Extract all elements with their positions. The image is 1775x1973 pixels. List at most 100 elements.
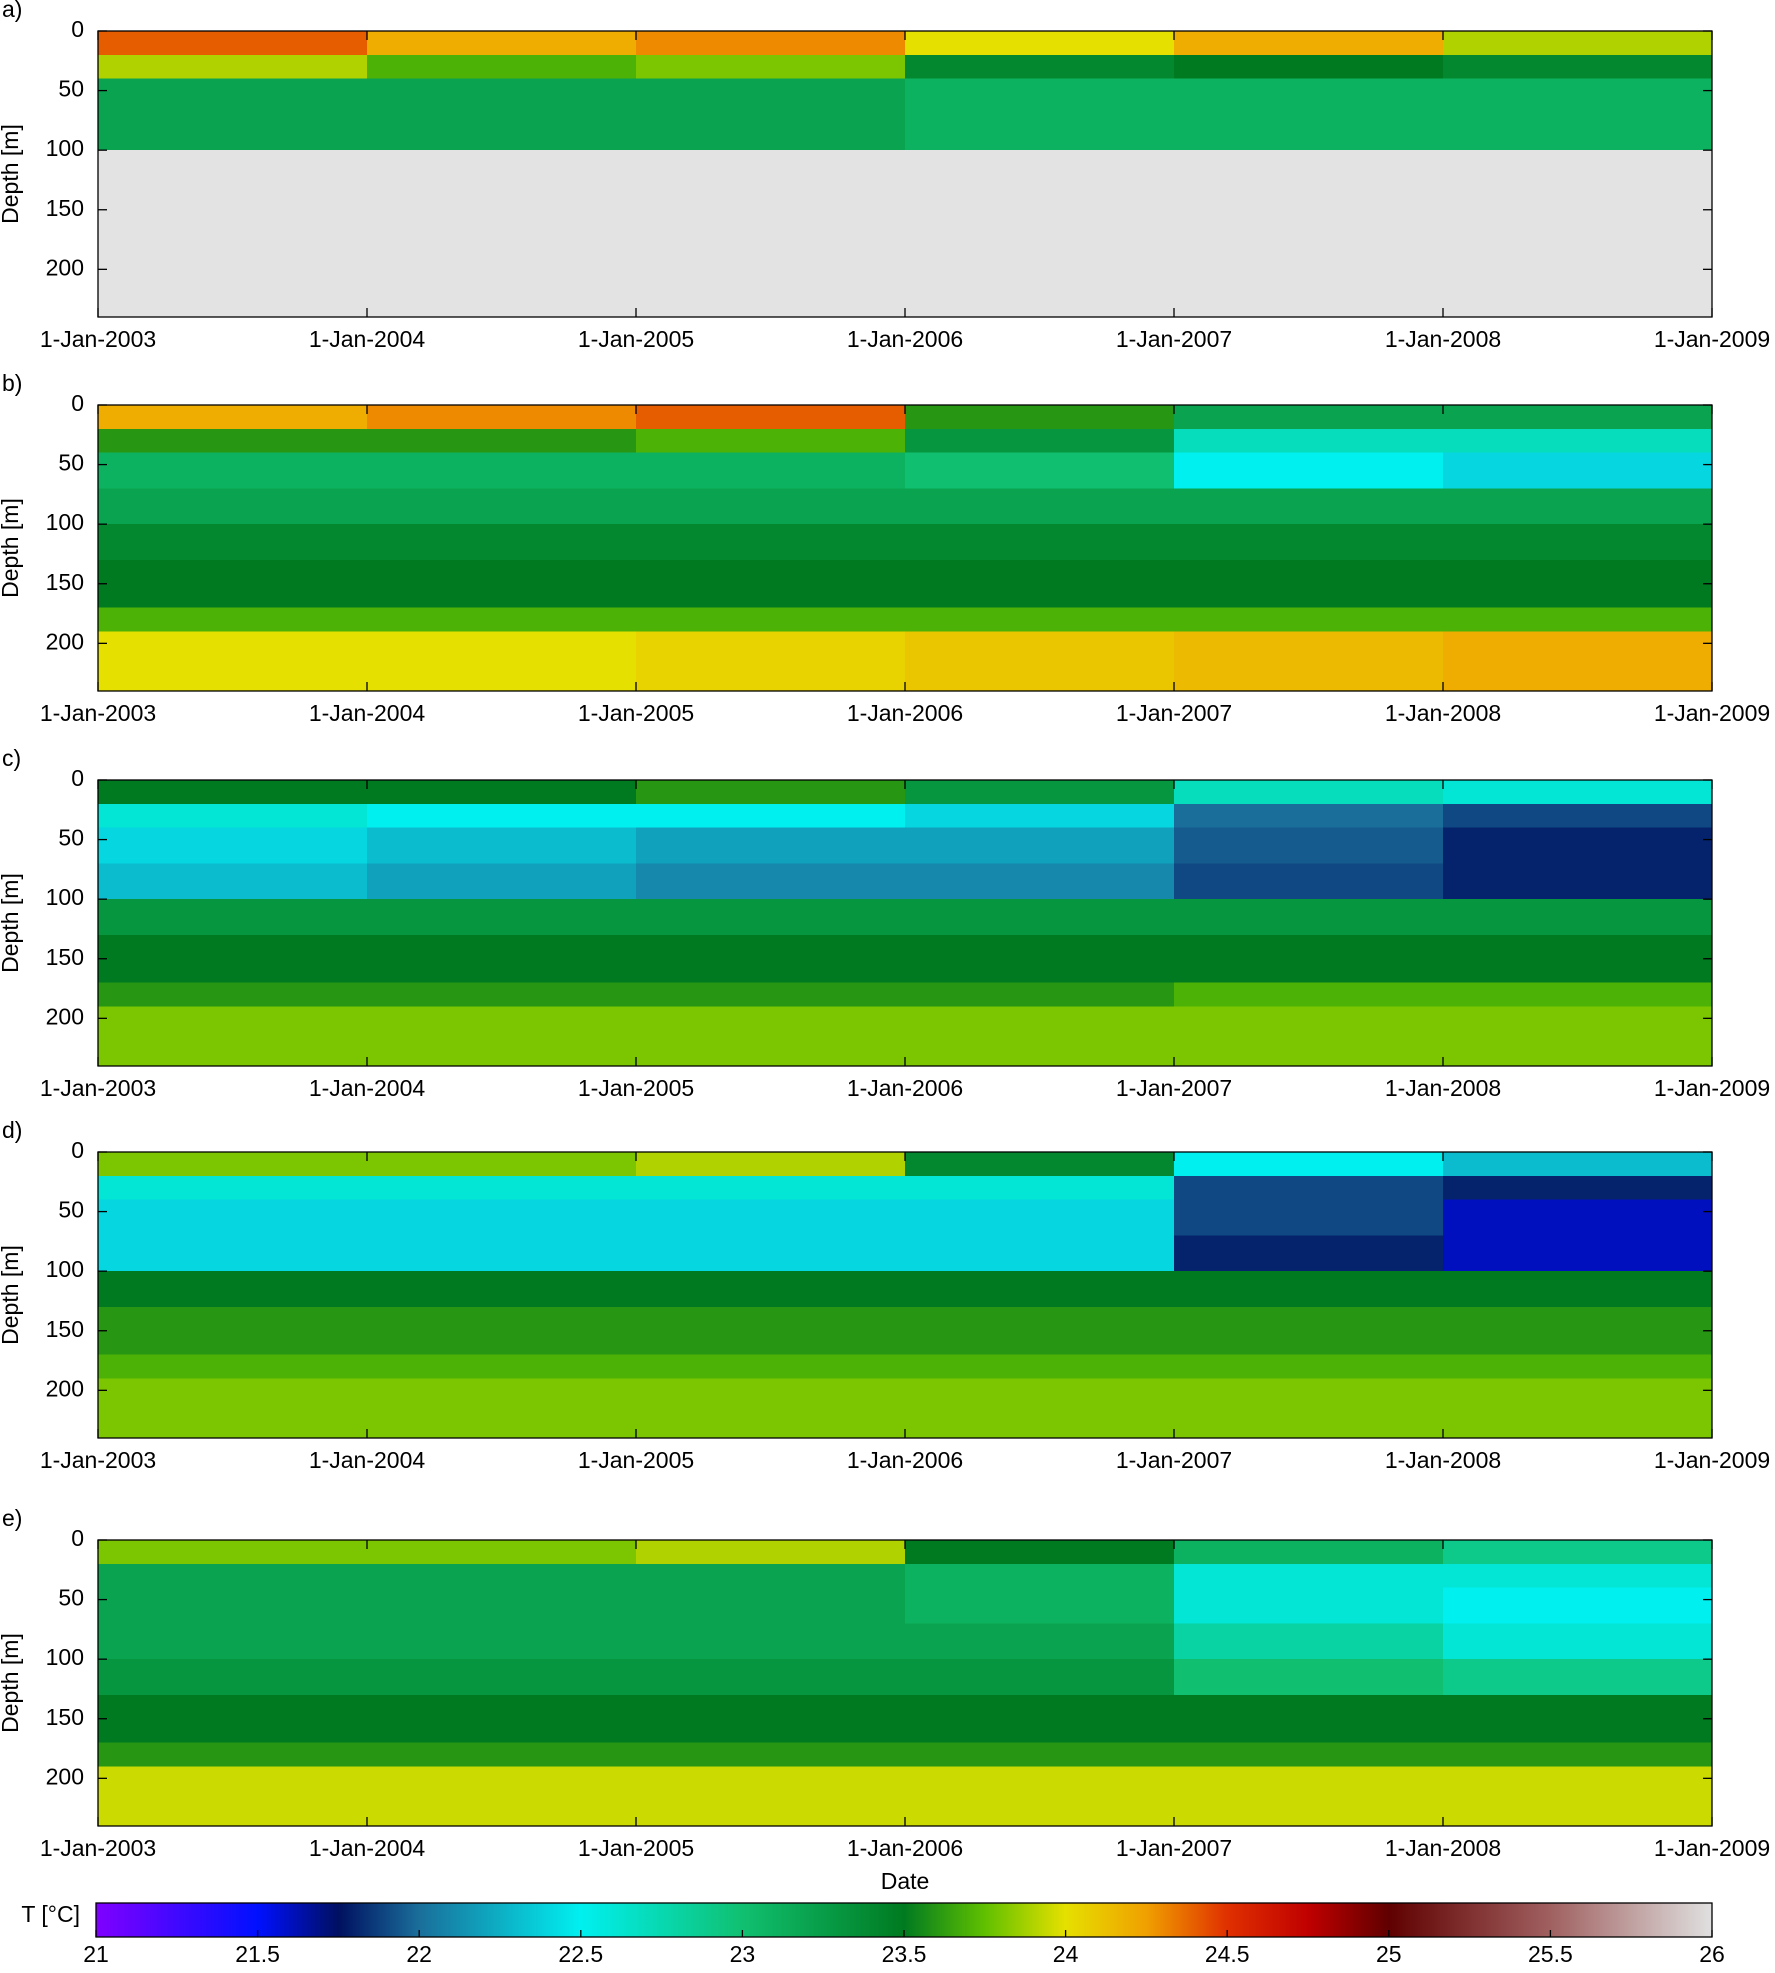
- x-tick-label: 1-Jan-2008: [1385, 1447, 1501, 1473]
- heat-cell: [1443, 1659, 1712, 1695]
- y-tick-label: 150: [46, 569, 84, 595]
- y-tick-label: 100: [46, 884, 84, 910]
- heat-cell: [1174, 1587, 1443, 1624]
- heat-cell: [1174, 982, 1443, 1007]
- heat-cell: [1174, 114, 1443, 151]
- x-tick-label: 1-Jan-2003: [40, 326, 156, 352]
- heat-cell: [636, 524, 905, 560]
- heat-cell: [1174, 1563, 1443, 1588]
- colorbar-tick-label: 22.5: [558, 1941, 603, 1967]
- heat-cell: [636, 899, 905, 935]
- heat-cell: [367, 1623, 636, 1660]
- heat-cell: [1443, 1006, 1712, 1066]
- heat-cell: [905, 1306, 1174, 1355]
- heat-cell: [905, 982, 1174, 1007]
- heat-cell: [367, 607, 636, 632]
- heat-cell: [367, 452, 636, 489]
- heat-cell: [1174, 1623, 1443, 1660]
- heat-cell: [1174, 1006, 1443, 1066]
- heat-cell: [98, 803, 367, 828]
- heat-cell: [1174, 827, 1443, 864]
- heat-cell: [905, 607, 1174, 632]
- heat-cell: [1443, 114, 1712, 151]
- y-tick-label: 100: [46, 509, 84, 535]
- heat-cell: [636, 934, 905, 983]
- heat-cell: [1443, 1354, 1712, 1379]
- heat-cell: [905, 1587, 1174, 1624]
- panel-label: a): [2, 0, 22, 22]
- x-tick-label: 1-Jan-2005: [578, 700, 694, 726]
- y-tick-label: 200: [46, 1003, 84, 1029]
- x-tick-label: 1-Jan-2008: [1385, 1075, 1501, 1101]
- heat-cell: [98, 31, 367, 55]
- y-axis-label: Depth [m]: [0, 124, 23, 224]
- heat-cell: [1174, 1540, 1443, 1564]
- x-tick-label: 1-Jan-2003: [40, 1447, 156, 1473]
- heat-cell: [367, 1563, 636, 1588]
- heat-cell: [367, 1235, 636, 1272]
- colorbar-tick-label: 23.5: [882, 1941, 927, 1967]
- heat-cell: [367, 405, 636, 429]
- y-tick-label: 100: [46, 135, 84, 161]
- heat-cell: [636, 452, 905, 489]
- heat-cell: [905, 1199, 1174, 1236]
- heat-cell: [367, 780, 636, 804]
- heat-cell: [636, 114, 905, 151]
- heat-cell: [367, 863, 636, 900]
- heat-cell: [98, 827, 367, 864]
- heat-cell: [1174, 631, 1443, 691]
- heat-cell: [636, 1354, 905, 1379]
- heat-cell: [367, 1659, 636, 1695]
- heat-cell: [98, 1623, 367, 1660]
- heat-cell: [98, 1152, 367, 1176]
- heat-cell: [367, 803, 636, 828]
- heat-cell: [1443, 452, 1712, 489]
- heat-cell: [636, 863, 905, 900]
- heat-cell: [905, 827, 1174, 864]
- heat-cell: [98, 524, 367, 560]
- heat-cell: [1174, 1306, 1443, 1355]
- heat-cell: [98, 1306, 367, 1355]
- colorbar-tick-label: 23: [730, 1941, 756, 1967]
- heat-cell: [1443, 1306, 1712, 1355]
- y-tick-label: 0: [71, 390, 84, 416]
- heat-cell: [98, 405, 367, 429]
- x-tick-label: 1-Jan-2004: [309, 326, 426, 352]
- heat-cell: [367, 1152, 636, 1176]
- heat-cell: [905, 488, 1174, 525]
- heat-cell: [1174, 1742, 1443, 1767]
- heat-cell: [636, 1306, 905, 1355]
- heat-cell: [1174, 1694, 1443, 1743]
- heat-cell: [98, 982, 367, 1007]
- heat-cell: [905, 31, 1174, 55]
- heat-cell: [636, 803, 905, 828]
- heat-cell: [636, 1587, 905, 1624]
- y-tick-label: 150: [46, 1704, 84, 1730]
- heat-cell: [367, 934, 636, 983]
- y-axis-label: Depth [m]: [0, 873, 23, 973]
- heat-cell: [367, 1175, 636, 1200]
- x-tick-label: 1-Jan-2007: [1116, 1835, 1232, 1861]
- heat-cell: [98, 428, 367, 453]
- heat-cell: [636, 1006, 905, 1066]
- y-tick-label: 200: [46, 254, 84, 280]
- heat-cell: [1174, 1659, 1443, 1695]
- heat-cell: [98, 863, 367, 900]
- x-tick-label: 1-Jan-2004: [309, 1075, 426, 1101]
- heat-cell: [367, 114, 636, 151]
- heat-cell: [905, 1659, 1174, 1695]
- y-tick-label: 50: [58, 76, 84, 102]
- heat-cell: [1443, 31, 1712, 55]
- heat-cell: [367, 559, 636, 608]
- heat-cell: [367, 31, 636, 55]
- heat-cell: [905, 1694, 1174, 1743]
- colorbar-tick-label: 22: [406, 1941, 432, 1967]
- heat-cell: [1443, 780, 1712, 804]
- heat-cell: [905, 524, 1174, 560]
- heat-cell: [367, 1271, 636, 1307]
- heat-cell: [367, 524, 636, 560]
- heat-cell: [1174, 803, 1443, 828]
- heat-cell: [1443, 803, 1712, 828]
- colorbar-label: T [°C]: [21, 1901, 80, 1927]
